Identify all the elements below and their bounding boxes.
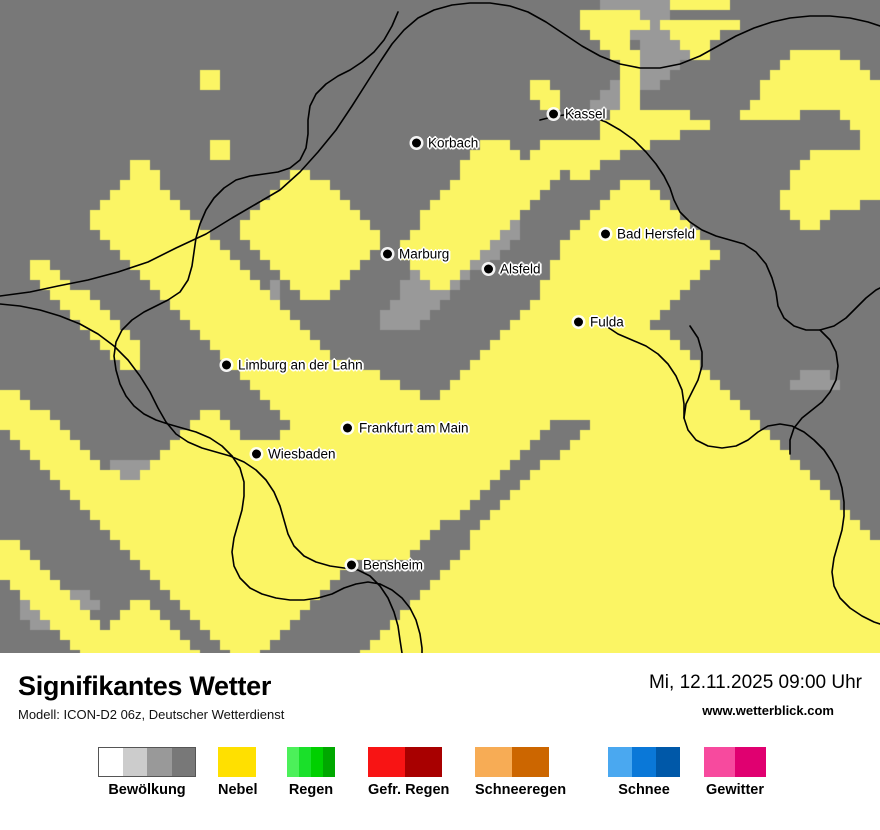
border-path bbox=[0, 2, 880, 297]
city-label: Bensheim bbox=[363, 557, 424, 573]
city-label: Limburg an der Lahn bbox=[238, 357, 363, 373]
city-marker-alsfeld: Alsfeld bbox=[484, 262, 541, 277]
border-path bbox=[595, 315, 880, 625]
city-marker-korbach: Korbach bbox=[412, 136, 478, 151]
city-label: Frankfurt am Main bbox=[359, 420, 469, 436]
meta-block: Mi, 12.11.2025 09:00 Uhr www.wetterblick… bbox=[648, 672, 862, 718]
border-path bbox=[0, 303, 403, 653]
city-label: Alsfeld bbox=[500, 261, 541, 277]
legend-swatch-segment bbox=[218, 747, 256, 777]
legend-swatch bbox=[704, 747, 766, 777]
city-label: Wiesbaden bbox=[268, 446, 336, 462]
border-path bbox=[683, 325, 703, 419]
footer-panel: Signifikantes Wetter Modell: ICON-D2 06z… bbox=[0, 653, 880, 830]
forecast-timestamp: Mi, 12.11.2025 09:00 Uhr bbox=[648, 672, 862, 693]
city-label: Fulda bbox=[590, 314, 624, 330]
legend-swatch bbox=[368, 747, 442, 777]
model-source-text: Modell: ICON-D2 06z, Deutscher Wetterdie… bbox=[18, 707, 285, 723]
legend-swatch-segment bbox=[323, 747, 335, 777]
legend-label: Schneeregen bbox=[475, 782, 567, 798]
border-path bbox=[231, 455, 423, 653]
city-marker-kassel: Kassel bbox=[549, 107, 606, 122]
city-label: Korbach bbox=[428, 135, 479, 151]
legend-label: Schnee bbox=[618, 782, 670, 798]
legend-swatch bbox=[287, 747, 335, 777]
city-marker-marburg: Marburg bbox=[383, 247, 449, 262]
legend-label: Nebel bbox=[218, 782, 258, 798]
legend-swatch-segment bbox=[475, 747, 512, 777]
administrative-borders-layer bbox=[0, 2, 880, 653]
city-label: Bad Hersfeld bbox=[617, 226, 696, 242]
legend-label: Bewölkung bbox=[108, 782, 186, 798]
legend-item-regen: Regen bbox=[287, 747, 335, 798]
city-dot-icon bbox=[601, 229, 610, 239]
legend-item-schneeregen: Schneeregen bbox=[475, 747, 567, 798]
city-marker-limburg-an-der-lahn: Limburg an der Lahn bbox=[222, 358, 363, 373]
city-dot-icon bbox=[343, 423, 352, 433]
legend-swatch-segment bbox=[287, 747, 299, 777]
city-marker-frankfurt-am-main: Frankfurt am Main bbox=[343, 421, 469, 436]
city-dot-icon bbox=[484, 264, 493, 274]
legend-swatch bbox=[218, 747, 256, 777]
city-dot-icon bbox=[222, 360, 231, 370]
city-dot-icon bbox=[574, 317, 583, 327]
weather-legend: Bewölkung Nebel Regen Gefr. Regen Schneerege… bbox=[0, 747, 880, 827]
weather-map: Kassel Korbach Bad Hersfeld Marburg Alsfeld F… bbox=[0, 0, 880, 653]
legend-swatch-segment bbox=[656, 747, 680, 777]
legend-item-gewitter: Gewitter bbox=[704, 747, 766, 798]
legend-swatch-segment bbox=[311, 747, 323, 777]
legend-swatch bbox=[98, 747, 196, 777]
city-dot-icon bbox=[549, 109, 558, 119]
city-dot-icon bbox=[383, 249, 392, 259]
border-path bbox=[539, 113, 880, 331]
title-block: Signifikantes Wetter Modell: ICON-D2 06z… bbox=[18, 671, 285, 723]
border-path bbox=[789, 329, 839, 455]
legend-swatch-segment bbox=[122, 747, 147, 777]
legend-label: Regen bbox=[288, 782, 334, 798]
legend-item-gefr-regen: Gefr. Regen bbox=[368, 747, 450, 798]
legend-item-schnee: Schnee bbox=[608, 747, 680, 798]
legend-swatch-segment bbox=[632, 747, 656, 777]
city-marker-bad-hersfeld: Bad Hersfeld bbox=[601, 227, 695, 242]
city-marker-wiesbaden: Wiesbaden bbox=[252, 447, 336, 462]
page-title: Signifikantes Wetter bbox=[18, 671, 272, 701]
city-label: Kassel bbox=[565, 106, 606, 122]
legend-label: Gewitter bbox=[705, 782, 764, 798]
legend-swatch-segment bbox=[608, 747, 632, 777]
legend-swatch bbox=[475, 747, 549, 777]
legend-item-bewölkung: Bewölkung bbox=[98, 747, 196, 798]
legend-label: Gefr. Regen bbox=[368, 782, 450, 798]
legend-item-nebel: Nebel bbox=[218, 747, 258, 798]
legend-swatch bbox=[608, 747, 680, 777]
legend-swatch-segment bbox=[368, 747, 405, 777]
website-link[interactable]: www.wetterblick.com bbox=[702, 702, 834, 718]
city-label: Marburg bbox=[399, 246, 450, 262]
city-dot-icon bbox=[252, 449, 261, 459]
legend-swatch-segment bbox=[171, 747, 196, 777]
city-labels-layer: Kassel Korbach Bad Hersfeld Marburg Alsfeld F… bbox=[222, 107, 695, 573]
border-path bbox=[113, 11, 399, 457]
legend-swatch-segment bbox=[147, 747, 172, 777]
legend-swatch-segment bbox=[405, 747, 442, 777]
legend-swatch-segment bbox=[512, 747, 549, 777]
legend-swatch-segment bbox=[98, 747, 123, 777]
city-dot-icon bbox=[412, 138, 421, 148]
city-marker-fulda: Fulda bbox=[574, 315, 624, 330]
legend-swatch-segment bbox=[735, 747, 766, 777]
legend-swatch-segment bbox=[704, 747, 735, 777]
weather-raster-layer bbox=[0, 0, 880, 653]
legend-swatch-segment bbox=[299, 747, 311, 777]
city-dot-icon bbox=[347, 560, 356, 570]
city-marker-bensheim: Bensheim bbox=[347, 558, 423, 573]
